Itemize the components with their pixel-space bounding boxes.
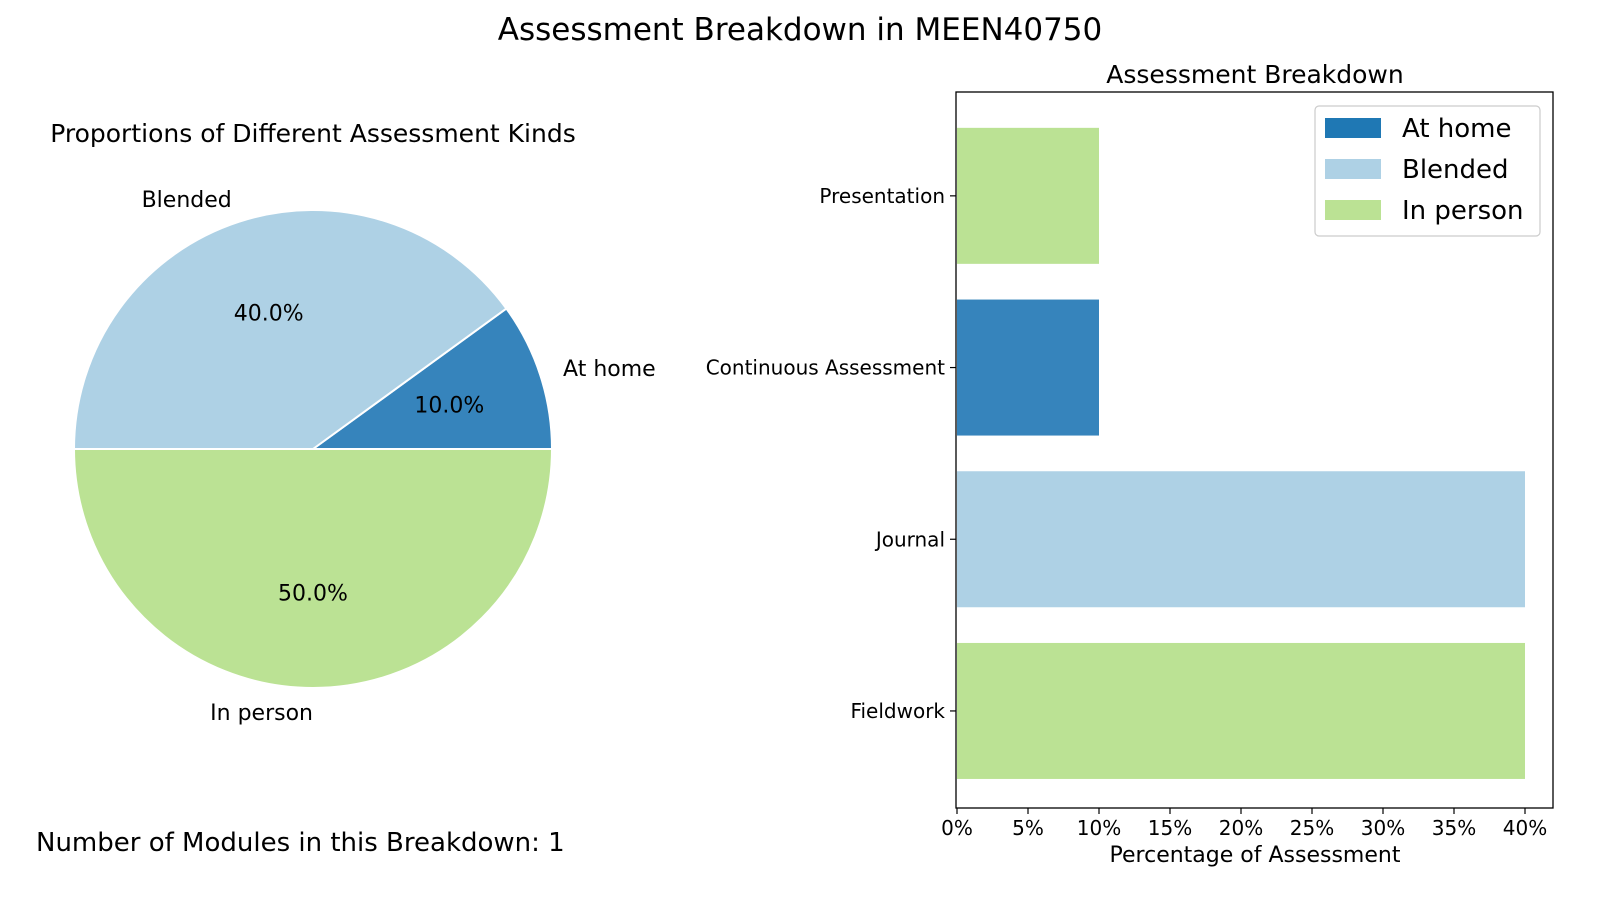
pie-slice-blended (72, 209, 508, 450)
x-tick-label: 30% (1361, 816, 1405, 840)
x-tick-label: 0% (941, 816, 973, 840)
legend-label-blended: Blended (1402, 155, 1509, 185)
x-tick-label: 10% (1077, 816, 1121, 840)
figure-title: Assessment Breakdown in MEEN40750 (497, 12, 1103, 48)
y-tick-label: Journal (874, 527, 945, 551)
pie-title: Proportions of Different Assessment Kind… (50, 119, 576, 148)
pie-pct-label: 50.0% (278, 581, 348, 606)
pie-pct-label: 40.0% (234, 302, 304, 327)
pie-label-blended: Blended (142, 188, 232, 213)
legend-swatch-in-person (1325, 200, 1381, 220)
pie-pct-label: 10.0% (414, 394, 484, 419)
pie-chart: Proportions of Different Assessment Kind… (50, 119, 656, 726)
y-tick-label: Continuous Assessment (706, 356, 945, 380)
x-tick-label: 15% (1148, 816, 1192, 840)
modules-count-note: Number of Modules in this Breakdown: 1 (36, 828, 565, 858)
bar-journal (957, 471, 1525, 608)
legend-label-at-home: At home (1402, 114, 1512, 144)
x-axis-label: Percentage of Assessment (1110, 843, 1401, 868)
x-tick-label: 20% (1219, 816, 1263, 840)
pie-label-in-person: In person (210, 701, 313, 726)
pie-slice-at-home (309, 307, 554, 450)
legend-swatch-blended (1325, 159, 1381, 179)
legend-label-in-person: In person (1402, 196, 1524, 226)
plot-frame (955, 91, 1554, 809)
bar-fieldwork (957, 642, 1525, 779)
x-tick-label: 35% (1432, 816, 1476, 840)
pie-slice-in-person (72, 448, 554, 689)
legend: At home Blended In person (1314, 105, 1541, 237)
bar-continuous-assessment (957, 299, 1099, 436)
y-tick-label: Fieldwork (850, 699, 945, 723)
y-tick-label: Presentation (819, 184, 945, 208)
x-tick-label: 40% (1503, 816, 1547, 840)
pie-label-at-home: At home (563, 357, 656, 382)
legend-swatch-at-home (1325, 118, 1381, 138)
x-tick-label: 5% (1012, 816, 1044, 840)
x-tick-label: 25% (1290, 816, 1334, 840)
bar-presentation (957, 127, 1099, 264)
bar-title: Assessment Breakdown (1106, 60, 1403, 89)
